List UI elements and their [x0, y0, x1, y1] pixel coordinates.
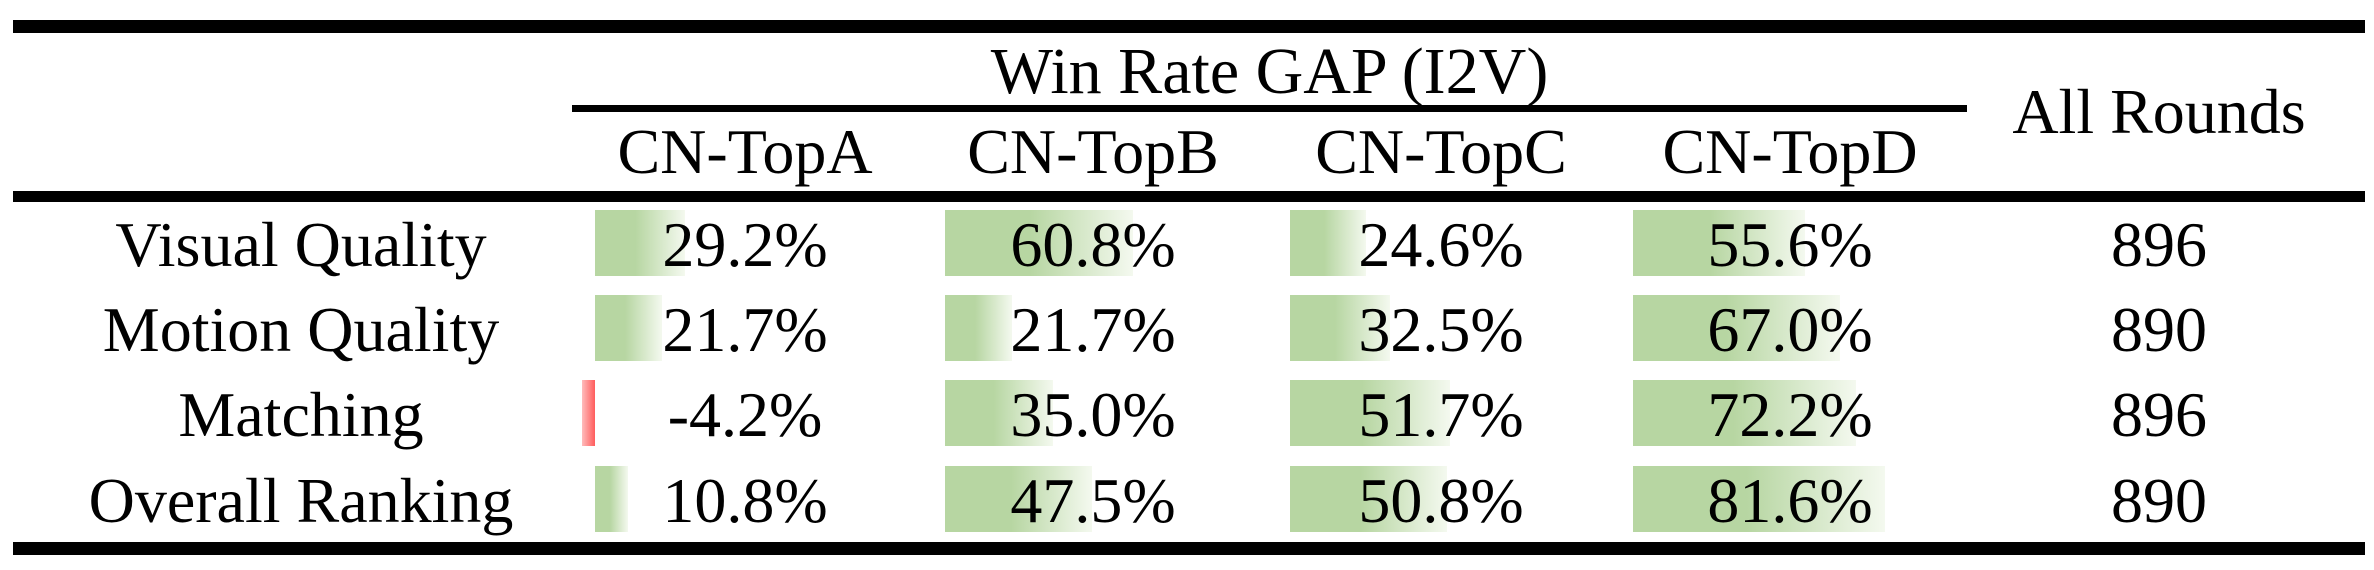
value-cell: 50.8%	[1358, 464, 1524, 536]
positive-data-bar	[595, 295, 663, 362]
value-cell: 24.6%	[1358, 209, 1524, 280]
value-cell: 47.5%	[1010, 464, 1176, 536]
positive-data-bar	[945, 465, 1092, 532]
value-cell: 72.2%	[1707, 379, 1873, 451]
value-cell: 32.5%	[1358, 294, 1524, 366]
value-cell: -4.2%	[667, 379, 823, 451]
positive-data-bar	[1633, 210, 1805, 276]
group-header-underline	[572, 105, 1967, 112]
all-rounds-cell: 890	[2111, 464, 2207, 536]
top-rule	[13, 20, 2365, 33]
bottom-rule	[13, 542, 2365, 555]
positive-data-bar	[1290, 380, 1450, 447]
value-cell: 81.6%	[1707, 464, 1873, 536]
all-rounds-header: All Rounds	[2012, 76, 2306, 147]
all-rounds-cell: 890	[2111, 294, 2207, 366]
all-rounds-cell: 896	[2111, 379, 2207, 451]
row-label: Matching	[178, 379, 424, 451]
value-cell: 51.7%	[1358, 379, 1524, 451]
positive-data-bar	[1633, 295, 1841, 362]
positive-data-bar	[1633, 465, 1886, 532]
positive-data-bar	[945, 210, 1133, 276]
column-header-cn-topd: CN-TopD	[1662, 116, 1918, 187]
value-cell: 67.0%	[1707, 294, 1873, 366]
negative-data-bar	[582, 380, 595, 447]
positive-data-bar	[1290, 465, 1447, 532]
value-cell: 35.0%	[1010, 379, 1176, 451]
positive-data-bar	[945, 295, 1013, 362]
value-cell: 21.7%	[662, 294, 828, 366]
group-header-win-rate-gap: Win Rate GAP (I2V)	[990, 35, 1549, 108]
positive-data-bar	[1290, 210, 1366, 276]
value-cell: 29.2%	[662, 209, 828, 280]
positive-data-bar	[945, 380, 1054, 447]
positive-data-bar	[1633, 380, 1857, 447]
column-header-cn-topa: CN-TopA	[617, 116, 873, 187]
value-cell: 55.6%	[1707, 209, 1873, 280]
row-label: Visual Quality	[115, 209, 487, 280]
header-body-rule	[13, 191, 2365, 202]
all-rounds-cell: 896	[2111, 209, 2207, 280]
column-header-cn-topc: CN-TopC	[1315, 116, 1567, 187]
value-cell: 21.7%	[1010, 294, 1176, 366]
value-cell: 60.8%	[1010, 209, 1176, 280]
positive-data-bar	[595, 465, 629, 532]
row-label: Motion Quality	[102, 294, 500, 366]
positive-data-bar	[595, 210, 686, 276]
column-header-cn-topb: CN-TopB	[967, 116, 1219, 187]
row-label: Overall Ranking	[88, 464, 514, 536]
positive-data-bar	[1290, 295, 1391, 362]
value-cell: 10.8%	[662, 464, 828, 536]
